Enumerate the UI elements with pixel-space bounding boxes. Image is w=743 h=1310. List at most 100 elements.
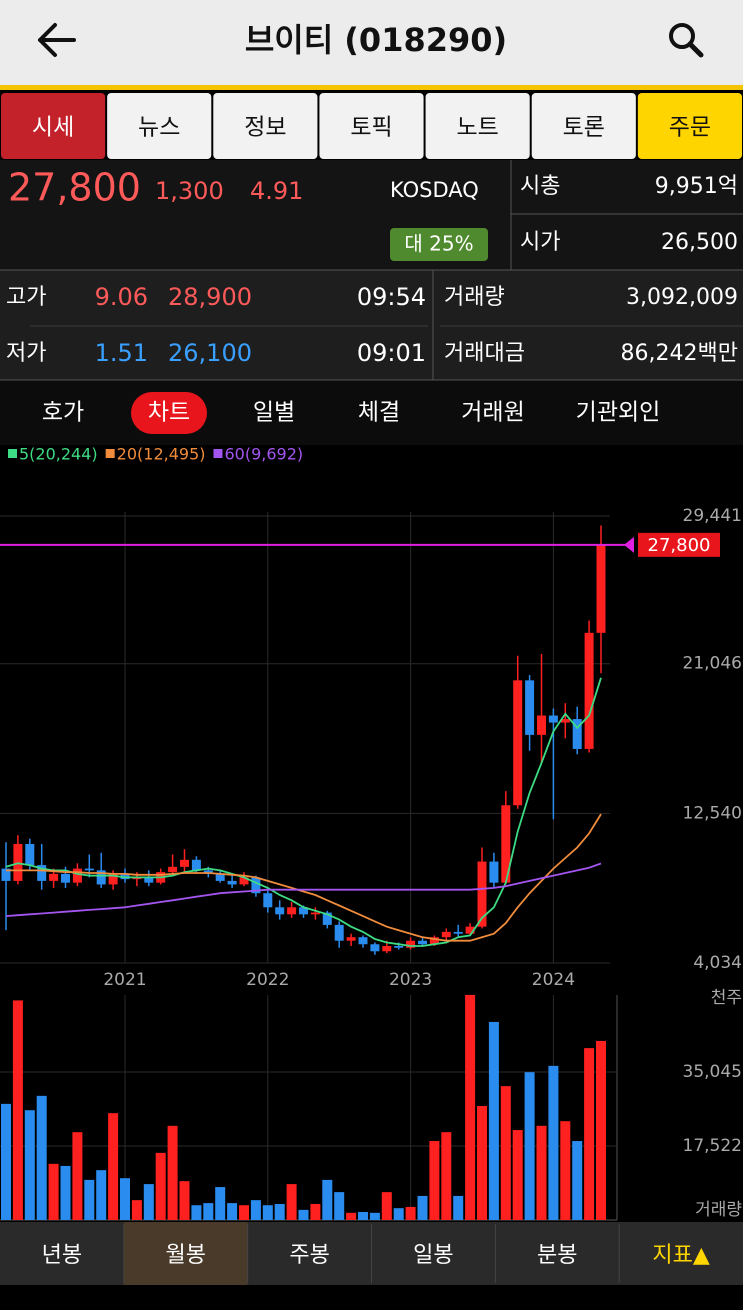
market-cap-label: 시총 [520, 174, 560, 199]
volume-tick-label: 35,045 [683, 1062, 742, 1082]
volume-bar [1, 1103, 11, 1220]
last-price-box [638, 532, 720, 557]
candle-body [346, 937, 356, 941]
volume-bar [417, 1195, 428, 1220]
candle-body [560, 719, 570, 723]
tab[interactable] [531, 93, 636, 159]
volume-label: 거래량 [444, 285, 505, 310]
stat-price: 26,100 [168, 339, 252, 367]
subtab[interactable]: 호가 [42, 400, 84, 426]
candle-body [37, 865, 47, 881]
header-underline [0, 85, 743, 90]
tab[interactable] [107, 93, 212, 159]
volume: 3,092,009 [626, 285, 738, 310]
open-label: 시가 [520, 230, 560, 255]
tab[interactable] [425, 93, 530, 159]
subtab[interactable]: 일별 [253, 400, 295, 426]
x-tick-label: 2024 [532, 970, 575, 990]
volume-bar [500, 1086, 511, 1220]
bottom-tab-active[interactable] [123, 1222, 248, 1285]
candle-body [180, 859, 189, 867]
volume-bar [143, 1184, 154, 1220]
volume-bar [239, 1205, 249, 1220]
volume-bar [536, 1125, 547, 1220]
candle-body [406, 940, 416, 948]
volume-bar [596, 1040, 606, 1220]
bottom-tab[interactable]: 지표▲ [652, 1243, 709, 1268]
y-tick-label: 4,034 [693, 953, 742, 973]
legend-swatch [213, 449, 223, 458]
volume-bar [346, 1212, 357, 1220]
candle-body [72, 868, 82, 883]
badge-text: 대 25% [404, 232, 473, 256]
volume-bar [262, 1205, 273, 1220]
last-price-label: 27,800 [648, 535, 711, 556]
candle-body [465, 926, 475, 934]
candle-body [394, 946, 404, 948]
subtab-active[interactable] [131, 392, 207, 434]
header-bar [0, 0, 743, 85]
bottom-tab[interactable]: 분봉 [537, 1243, 577, 1268]
candle-body [548, 715, 558, 723]
y-tick-label: 12,540 [683, 803, 742, 823]
bottom-tab[interactable]: 월봉 [166, 1243, 206, 1268]
volume-bar [286, 1184, 297, 1220]
candle-body [370, 944, 380, 952]
volume-bar [12, 1000, 23, 1220]
last-price-pointer [624, 536, 634, 553]
open-price: 26,500 [661, 230, 738, 255]
candle-body [310, 912, 320, 915]
bottom-tab[interactable]: 년봉 [42, 1243, 82, 1268]
candle-body [239, 877, 249, 885]
candle-body [537, 715, 546, 735]
back-button[interactable] [38, 23, 76, 57]
bottom-tab[interactable]: 주봉 [289, 1243, 329, 1268]
volume-bar [203, 1203, 214, 1220]
volume-bar [429, 1141, 440, 1220]
search-icon [669, 23, 695, 49]
legend-label: 5(20,244) [19, 445, 98, 464]
tab[interactable] [1, 93, 106, 159]
volume-bar [191, 1205, 202, 1220]
volume-bar [358, 1211, 368, 1220]
candle-body [596, 544, 606, 633]
subtab[interactable]: 체결 [358, 400, 400, 426]
legend-label: 20(12,495) [117, 445, 206, 464]
tab[interactable] [637, 93, 742, 159]
volume-bar [179, 1181, 190, 1220]
bottom-tab[interactable]: 일봉 [413, 1243, 453, 1268]
subtab[interactable]: 거래원 [461, 400, 524, 426]
candle-body [96, 870, 106, 885]
tab-label: 토픽 [350, 115, 392, 141]
legend-swatch [105, 449, 115, 458]
tab-label: 시세 [32, 115, 74, 141]
y-tick-label: 21,046 [683, 654, 742, 674]
market: KOSDAQ [390, 178, 479, 202]
search-icon-handle [687, 41, 704, 58]
stats-panel [0, 270, 743, 380]
candle-body [513, 680, 523, 806]
subtab[interactable]: 기관외인 [576, 400, 661, 426]
volume-bar [250, 1200, 261, 1220]
ma-line [5, 862, 602, 917]
volume-bar [60, 1165, 71, 1220]
candle-body [108, 873, 118, 885]
stat-pct: 9.06 [95, 283, 148, 311]
subtab[interactable]: 차트 [148, 400, 190, 426]
stat-label: 저가 [6, 341, 46, 366]
tab[interactable] [213, 93, 318, 159]
volume-bar [48, 1163, 59, 1220]
candle-body [191, 859, 201, 871]
search-button[interactable] [669, 23, 704, 58]
volume-bar [381, 1192, 392, 1220]
tab[interactable] [319, 93, 424, 159]
page-title: 브이티 (018290) [245, 21, 507, 59]
ma-line [5, 677, 602, 947]
volume-bar [441, 1132, 452, 1220]
candle-body [144, 877, 154, 883]
tab-label: 정보 [244, 115, 286, 141]
candle-body [358, 937, 368, 945]
x-tick-label: 2023 [389, 970, 432, 990]
volume-bar [405, 1206, 416, 1220]
candle-body [61, 873, 70, 883]
